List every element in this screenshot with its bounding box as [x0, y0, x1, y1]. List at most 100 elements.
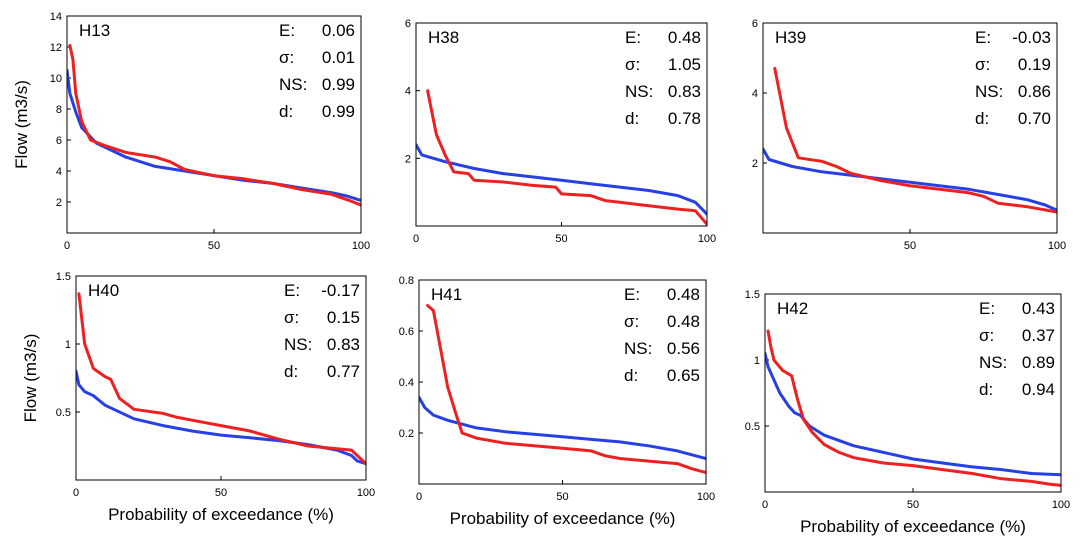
stat-value: 0.86 — [1018, 82, 1051, 101]
stat-value: 0.83 — [668, 82, 701, 101]
stat-label: σ: — [625, 55, 640, 74]
observed-flow-line — [766, 329, 1061, 487]
x-axis-label: Probability of exceedance (%) — [800, 517, 1026, 536]
stat-label: NS: — [279, 75, 307, 94]
y-tick-label: 0.2 — [399, 428, 414, 440]
x-tick-label: 100 — [697, 491, 715, 503]
simulated-flow-line — [76, 369, 366, 466]
stat-label: NS: — [625, 82, 653, 101]
x-tick-label: 100 — [1052, 499, 1070, 511]
simulated-flow-line — [763, 147, 1057, 212]
x-axis-label: Probability of exceedance (%) — [450, 509, 676, 528]
y-axis-label: Flow (m3/s) — [21, 334, 40, 423]
panel-title: H38 — [428, 28, 459, 47]
stat-value: 0.48 — [667, 285, 700, 304]
stat-label: σ: — [279, 48, 294, 67]
plot-frame — [764, 293, 1062, 493]
stat-value: 0.99 — [322, 102, 355, 121]
y-tick-label: 4 — [56, 166, 62, 178]
panel-title: H13 — [79, 21, 110, 40]
stat-label: NS: — [624, 339, 652, 358]
plot-panel-H40: 0 50 100 0.5 1 1.5 H40 E: -0.17 σ: 0.15 NS: 0.83 d: 0.… — [21, 271, 375, 524]
y-tick-label: 1 — [65, 339, 71, 351]
x-tick-label: 0 — [73, 487, 79, 499]
stat-value: 0.56 — [667, 339, 700, 358]
stat-label: d: — [975, 109, 989, 128]
stat-value: 0.99 — [322, 75, 355, 94]
y-tick-label: 4 — [405, 86, 411, 98]
stat-label: NS: — [284, 335, 312, 354]
x-tick-label: 50 — [555, 233, 567, 245]
stat-label: E: — [625, 28, 641, 47]
stat-value: 0.37 — [1022, 326, 1055, 345]
observed-flow-line — [426, 89, 707, 226]
stat-label: d: — [979, 380, 993, 399]
stat-value: 0.65 — [667, 366, 700, 385]
x-tick-label: 100 — [352, 240, 370, 252]
stat-value: 0.94 — [1022, 380, 1055, 399]
stat-label: E: — [979, 299, 995, 318]
y-tick-label: 4 — [752, 88, 758, 100]
y-tick-label: 0.5 — [745, 421, 760, 433]
y-tick-label: 0.5 — [56, 407, 71, 419]
plot-frame — [415, 22, 708, 227]
panel-title: H41 — [431, 285, 462, 304]
y-tick-label: 6 — [405, 18, 411, 30]
stat-value: 0.78 — [668, 109, 701, 128]
stat-value: 1.05 — [668, 55, 701, 74]
y-tick-label: 2 — [752, 158, 758, 170]
stat-label: d: — [284, 362, 298, 381]
x-tick-label: 100 — [1048, 240, 1066, 252]
stat-value: 0.15 — [327, 308, 360, 327]
stat-label: σ: — [284, 308, 299, 327]
stat-label: σ: — [624, 312, 639, 331]
plot-panel-H13: 0 50 100 2 4 6 8 10 12 14 H13 E: 0.06 σ: 0.01 NS: 0.99 d:… — [12, 11, 370, 252]
observed-flow-line — [773, 67, 1057, 214]
stat-label: NS: — [979, 353, 1007, 372]
y-tick-label: 12 — [50, 42, 62, 54]
stat-value: -0.03 — [1012, 28, 1051, 47]
panel-title: H39 — [775, 28, 806, 47]
x-tick-label: 50 — [904, 240, 916, 252]
x-tick-label: 50 — [907, 499, 919, 511]
plot-panel-H42: 0 50 100 0.5 1 1.5 H42 E: 0.43 σ: 0.37 NS: 0.89 d: 0.9… — [745, 289, 1070, 536]
y-tick-label: 6 — [56, 135, 62, 147]
x-tick-label: 0 — [413, 233, 419, 245]
y-tick-label: 1 — [754, 355, 760, 367]
y-tick-label: 8 — [56, 104, 62, 116]
stat-label: E: — [975, 28, 991, 47]
stat-value: 0.48 — [667, 312, 700, 331]
stat-label: E: — [279, 21, 295, 40]
y-tick-label: 2 — [56, 197, 62, 209]
stat-label: NS: — [975, 82, 1003, 101]
stat-value: 0.83 — [327, 335, 360, 354]
x-axis-label: Probability of exceedance (%) — [108, 505, 334, 524]
stat-label: σ: — [979, 326, 994, 345]
stat-value: -0.17 — [321, 281, 360, 300]
panel-title: H42 — [777, 299, 808, 318]
simulated-flow-line — [765, 351, 1061, 477]
stat-value: 0.48 — [668, 28, 701, 47]
y-tick-label: 0.8 — [399, 275, 414, 287]
y-tick-label: 0.6 — [399, 326, 414, 338]
simulated-flow-line — [67, 68, 361, 202]
stat-value: 0.89 — [1022, 353, 1055, 372]
x-tick-label: 50 — [208, 240, 220, 252]
plot-panel-H41: 0 50 100 0.2 0.4 0.6 0.8 H41 E: 0.48 σ: 0.48 NS: 0.56… — [399, 275, 715, 528]
simulated-flow-line — [419, 395, 706, 460]
stat-value: 0.43 — [1022, 299, 1055, 318]
x-tick-label: 100 — [357, 487, 375, 499]
x-tick-label: 0 — [416, 491, 422, 503]
stat-value: 0.70 — [1018, 109, 1051, 128]
x-tick-label: 100 — [698, 233, 716, 245]
stat-label: σ: — [975, 55, 990, 74]
stat-label: d: — [279, 102, 293, 121]
stat-label: E: — [624, 285, 640, 304]
stat-value: 0.77 — [327, 362, 360, 381]
x-tick-label: 50 — [556, 491, 568, 503]
x-tick-label: 50 — [215, 487, 227, 499]
x-tick-label: 0 — [762, 499, 768, 511]
stat-value: 0.19 — [1018, 55, 1051, 74]
y-axis-label: Flow (m3/s) — [12, 80, 31, 169]
